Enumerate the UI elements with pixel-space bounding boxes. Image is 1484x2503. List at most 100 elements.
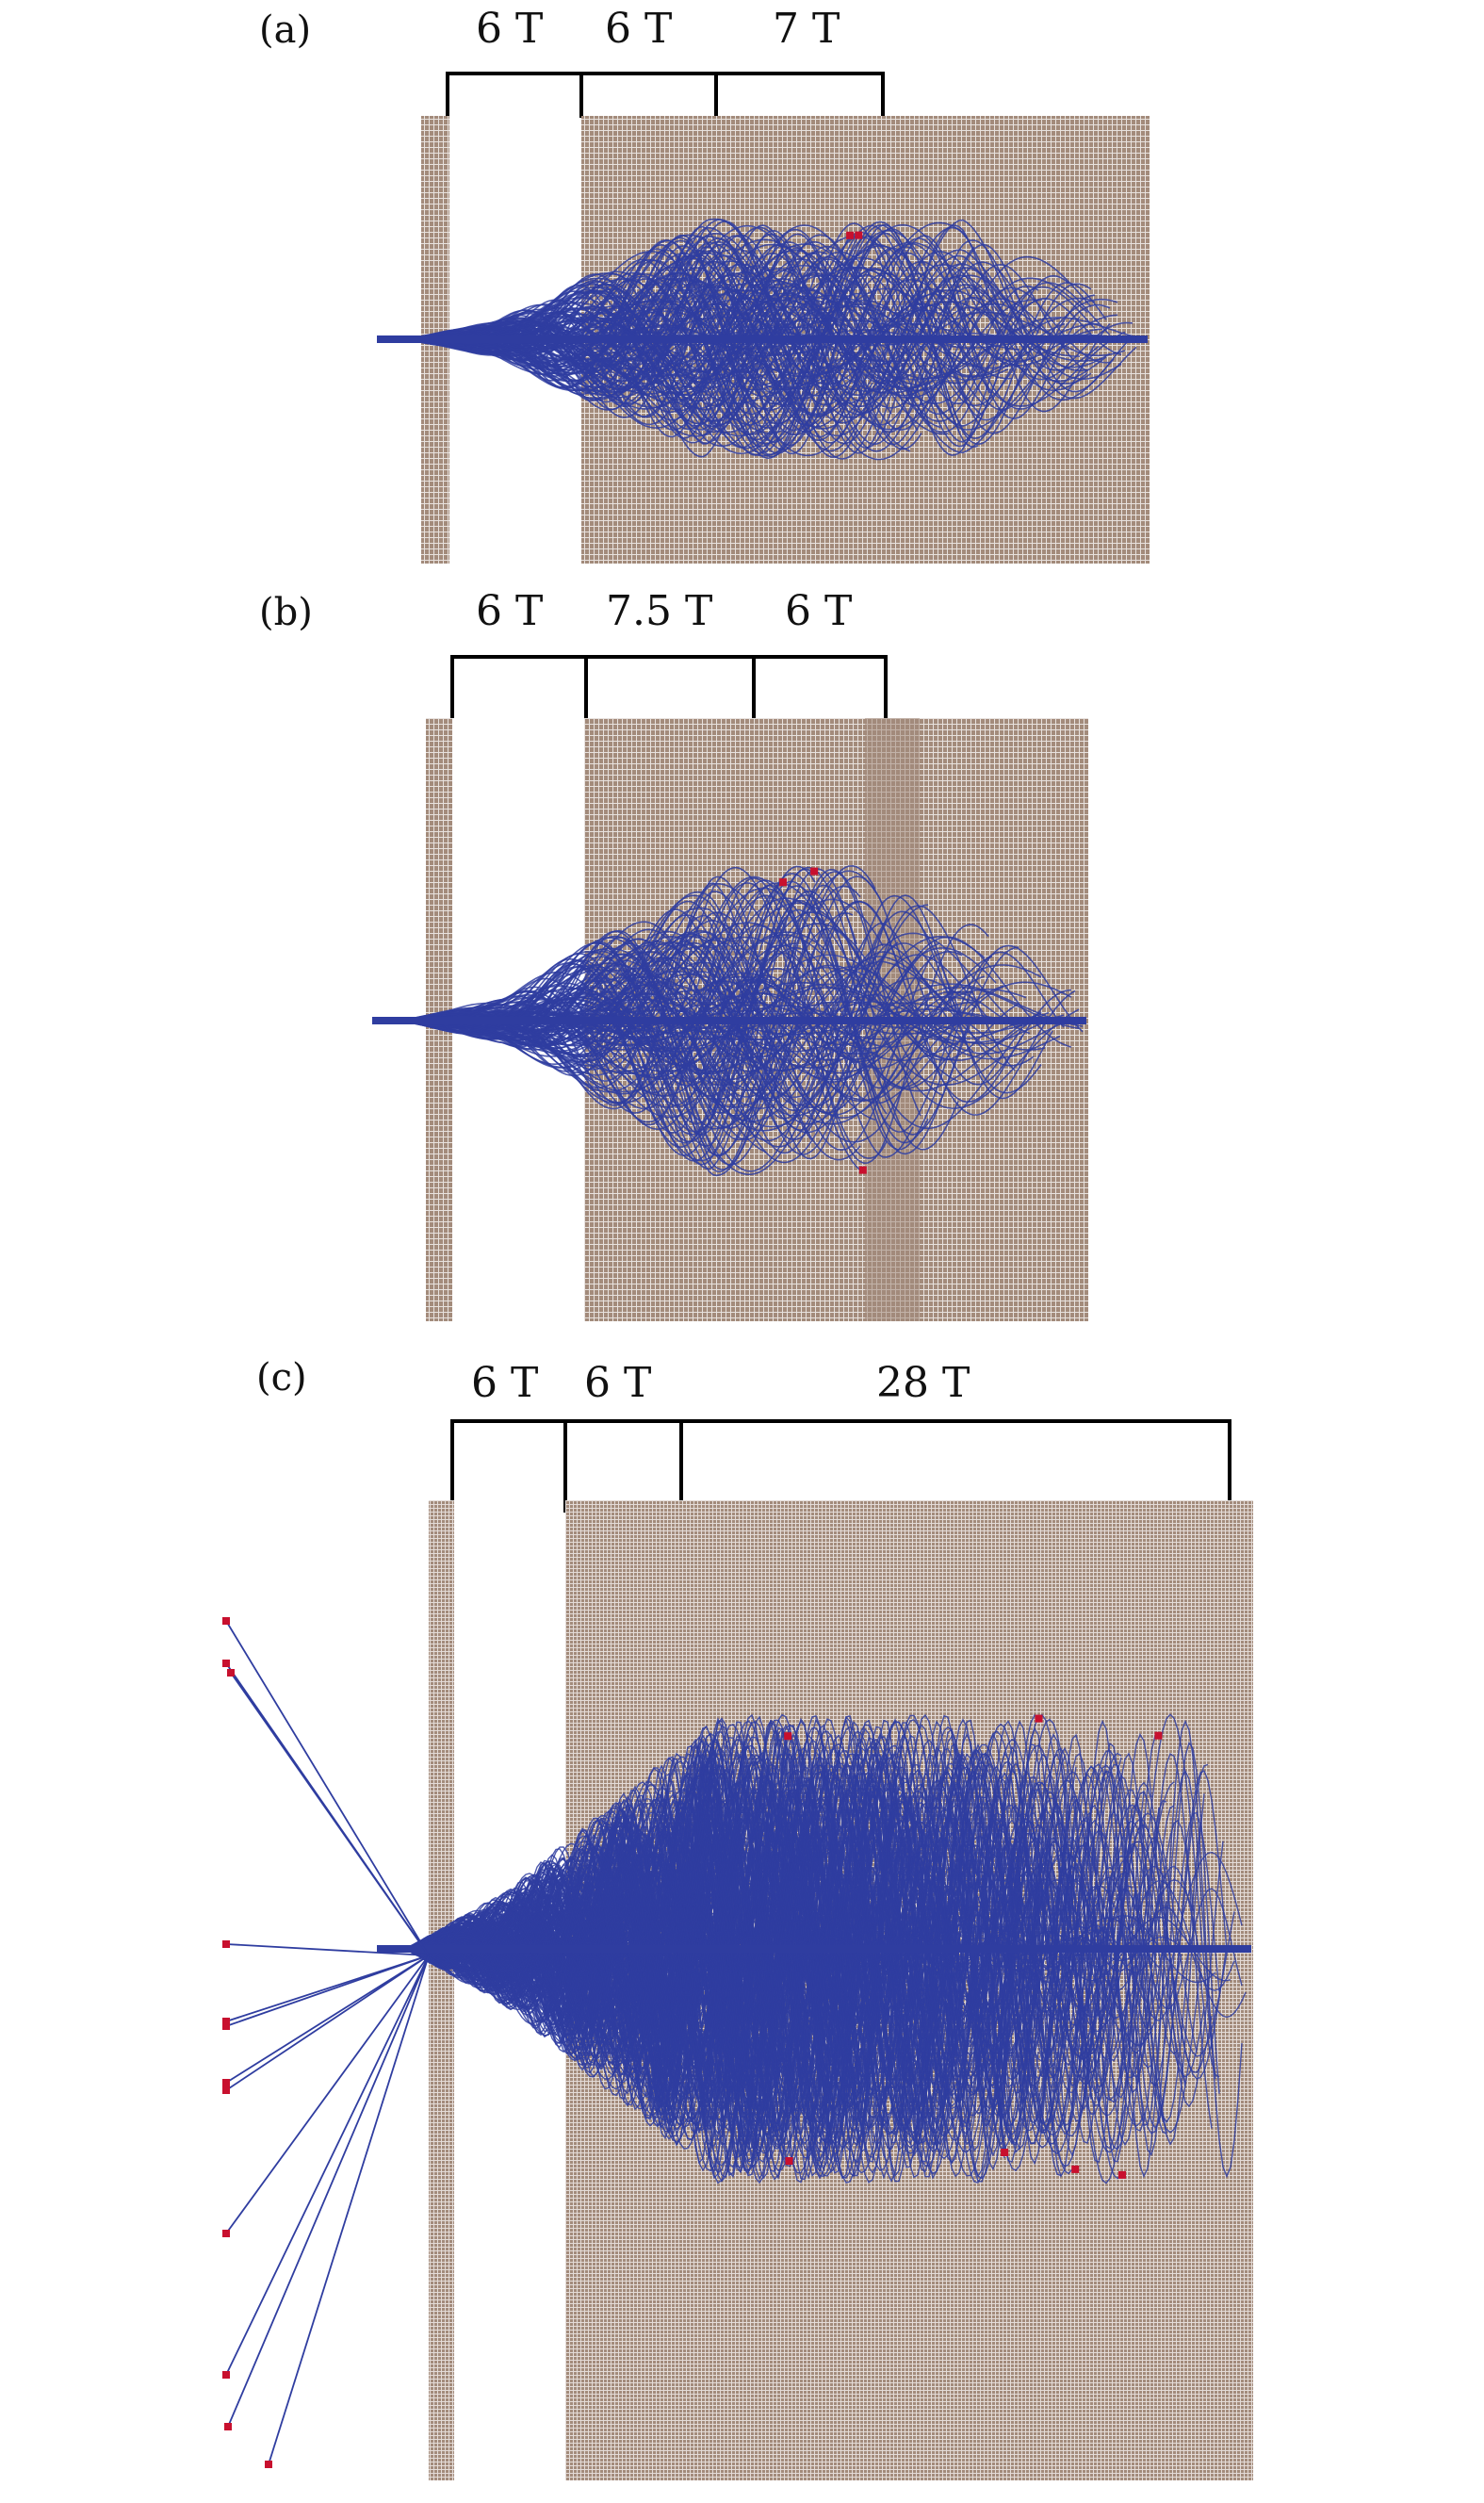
- trajectory-line: [404, 1788, 964, 2110]
- trajectory-line: [404, 1914, 1216, 1984]
- escaping-endpoint-marker: [222, 2371, 230, 2379]
- escaping-trajectory-line: [225, 1955, 430, 2234]
- panel-b-segment-1-label: 6 T: [476, 587, 543, 635]
- panel-c-bracket: [450, 1419, 1231, 1513]
- escaping-trajectory-line: [227, 1955, 430, 2428]
- panel-a-endpoints: [846, 231, 863, 239]
- trajectory-line: [404, 232, 1107, 447]
- panel-b-segment-2-label: 7.5 T: [606, 587, 712, 635]
- escaping-endpoint-marker: [265, 2461, 272, 2468]
- panel-a-bracket: [446, 72, 885, 118]
- trajectory-line: [404, 1724, 964, 2174]
- panel-a-segment-3-label: 7 T: [773, 5, 840, 53]
- trajectory-line: [405, 289, 1103, 389]
- panel-b-endpoints: [779, 867, 867, 1174]
- trajectory-line: [405, 1811, 1058, 2086]
- trajectory-endpoint-marker: [779, 878, 788, 887]
- trajectory-endpoint-marker: [1118, 2170, 1126, 2179]
- panel-b-segment-3-label: 6 T: [785, 587, 852, 635]
- trajectory-line: [404, 235, 987, 437]
- trajectory-line: [400, 977, 767, 1102]
- trajectory-line: [400, 881, 782, 1131]
- panel-c-label: (c): [256, 1356, 307, 1399]
- trajectory-line: [404, 273, 1122, 405]
- trajectory-line: [404, 1726, 885, 2172]
- trajectory-line: [404, 263, 1017, 417]
- trajectory-line: [400, 900, 906, 1141]
- escaping-trajectory-line: [225, 1943, 430, 1956]
- panel-b-label: (b): [259, 591, 313, 634]
- trajectory-line: [404, 1732, 1152, 2164]
- trajectory-line: [400, 966, 782, 1082]
- trajectory-line: [404, 1715, 907, 2183]
- trajectory-line: [400, 894, 816, 1110]
- escaping-endpoint-marker: [222, 2018, 230, 2025]
- trajectory-endpoint-marker: [1035, 1714, 1043, 1723]
- trajectory-line: [404, 254, 1092, 424]
- panel-c-trajectories: [225, 1620, 1251, 2465]
- trajectory-line: [400, 947, 767, 1153]
- panel-c-segment-2-label: 6 T: [584, 1359, 651, 1407]
- trajectory-line: [400, 898, 884, 1119]
- panel-c: (c) 6 T 6 T 28 T: [222, 1356, 1253, 2480]
- trajectory-endpoint-marker: [1001, 2149, 1009, 2156]
- escaping-trajectory-line: [268, 1955, 430, 2465]
- trajectory-line: [400, 882, 1053, 1160]
- trajectory-line: [400, 866, 861, 1171]
- escaping-endpoint-marker: [222, 2230, 230, 2237]
- trajectory-line: [404, 229, 926, 450]
- trajectory-line: [404, 285, 930, 394]
- escaping-endpoint-marker: [224, 2423, 232, 2430]
- trajectory-line: [400, 974, 857, 1065]
- trajectory-line: [404, 304, 1036, 372]
- escaping-endpoint-marker: [222, 2079, 230, 2086]
- panel-b: (b) 6 T 7.5 T 6 T: [259, 587, 1088, 1321]
- trajectory-line: [404, 248, 1088, 431]
- panel-a-trajectories: [377, 218, 1148, 461]
- panel-c-endpoints: [222, 1617, 1163, 2468]
- trajectory-line: [400, 885, 929, 1144]
- panel-c-narrow-mesh: [429, 1500, 454, 2480]
- trajectory-line: [404, 1821, 1077, 2077]
- escaping-endpoint-marker: [222, 1660, 230, 1667]
- trajectory-endpoint-marker: [810, 867, 819, 875]
- panel-a-segment-2-label: 6 T: [605, 5, 672, 53]
- trajectory-line: [400, 868, 876, 1170]
- trajectory-endpoint-marker: [785, 2157, 793, 2165]
- panel-b-trajectories: [372, 864, 1086, 1177]
- trajectory-line: [404, 1732, 1156, 2166]
- trajectory-line: [404, 1771, 1145, 2127]
- panel-c-segment-3-label: 28 T: [876, 1359, 970, 1407]
- trajectory-line: [404, 218, 1092, 461]
- escaping-endpoint-marker: [227, 1669, 235, 1677]
- trajectory-line: [404, 1872, 1137, 2026]
- escaping-trajectory-line: [225, 1955, 430, 2084]
- trajectory-endpoint-marker: [855, 231, 863, 239]
- trajectory-line: [404, 296, 1126, 383]
- escaping-trajectory-line: [225, 1955, 430, 2027]
- trajectory-line: [404, 1828, 1152, 2069]
- trajectory-endpoint-marker: [1154, 1731, 1163, 1740]
- trajectory-line: [404, 1739, 964, 2159]
- escaping-endpoint-marker: [222, 2086, 230, 2094]
- trajectory-line: [400, 954, 989, 1099]
- panel-c-segment-1-label: 6 T: [471, 1359, 538, 1407]
- trajectory-line: [404, 1840, 1235, 2057]
- escaping-endpoint-marker: [222, 1617, 230, 1625]
- trajectory-line: [400, 952, 963, 1089]
- trajectory-line: [404, 263, 938, 416]
- trajectory-line: [404, 1774, 1201, 2124]
- trajectory-endpoint-marker: [858, 1166, 867, 1174]
- trajectory-line: [404, 1790, 1224, 2108]
- panel-b-bracket: [450, 655, 888, 718]
- escaping-trajectory-line: [225, 1620, 430, 1956]
- escaping-trajectory-line: [225, 1955, 430, 2091]
- trajectory-line: [400, 865, 816, 1156]
- escaping-endpoint-marker: [222, 2022, 230, 2030]
- trajectory-endpoint-marker: [1071, 2165, 1080, 2173]
- trajectory-line: [404, 272, 821, 429]
- escaping-trajectory-line: [230, 1672, 430, 1956]
- panel-a-segment-1-label: 6 T: [476, 5, 543, 53]
- escaping-trajectory-line: [225, 1955, 430, 2376]
